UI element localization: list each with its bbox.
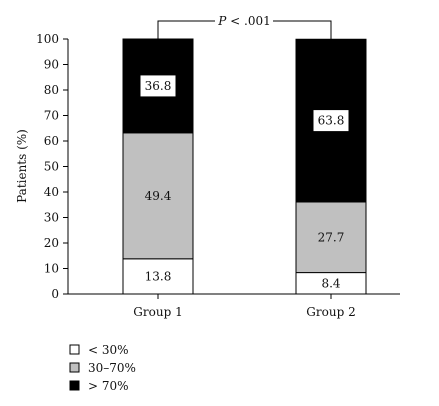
bar-segment — [122, 258, 194, 295]
y-tick-label: 10 — [44, 262, 59, 276]
legend-label: 30–70% — [88, 361, 136, 375]
legend: < 30% 30–70% > 70% — [69, 343, 136, 393]
p-value-label: P < .001 — [217, 14, 270, 28]
bracket-right — [273, 20, 332, 39]
x-tick-label: Group 1 — [133, 305, 182, 319]
y-tick-label: 90 — [44, 58, 59, 72]
y-tick-label: 40 — [44, 185, 59, 199]
value-label: 13.8 — [145, 269, 172, 283]
y-tick-label: 70 — [44, 109, 59, 123]
axes-group: 0 10 20 30 40 50 60 70 80 90 100 Group 1 Group 2 — [36, 32, 400, 319]
p-value-symbol: P — [217, 14, 227, 28]
y-tick-label: 60 — [44, 134, 59, 148]
bracket-left — [157, 20, 215, 39]
legend-label: > 70% — [88, 379, 129, 393]
legend-swatch — [69, 380, 80, 391]
y-tick-label: 80 — [44, 83, 59, 97]
bars-group: 13.8 49.4 36.8 8.4 27.7 63.8 — [122, 38, 367, 295]
y-tick-label: 20 — [44, 236, 59, 250]
x-tick-label: Group 2 — [306, 305, 355, 319]
value-label-box — [312, 109, 350, 133]
value-label: 8.4 — [321, 276, 340, 290]
value-label: 36.8 — [145, 79, 172, 93]
legend-swatch — [69, 344, 80, 355]
value-label: 27.7 — [318, 230, 345, 244]
legend-swatch — [69, 362, 80, 373]
value-label: 63.8 — [318, 114, 345, 128]
y-axis-title: Patients (%) — [15, 129, 29, 203]
legend-label: < 30% — [88, 343, 129, 357]
bar-segment — [122, 132, 194, 260]
y-tick-label: 30 — [44, 211, 59, 225]
value-label-box — [139, 74, 177, 98]
bar-segment — [295, 201, 367, 274]
p-value-text: < .001 — [226, 14, 270, 28]
significance-bracket: P < .001 — [157, 14, 332, 39]
y-tick-label: 100 — [36, 32, 59, 46]
value-label: 49.4 — [145, 189, 172, 203]
y-tick-label: 0 — [51, 287, 59, 301]
y-tick-label: 50 — [44, 160, 59, 174]
